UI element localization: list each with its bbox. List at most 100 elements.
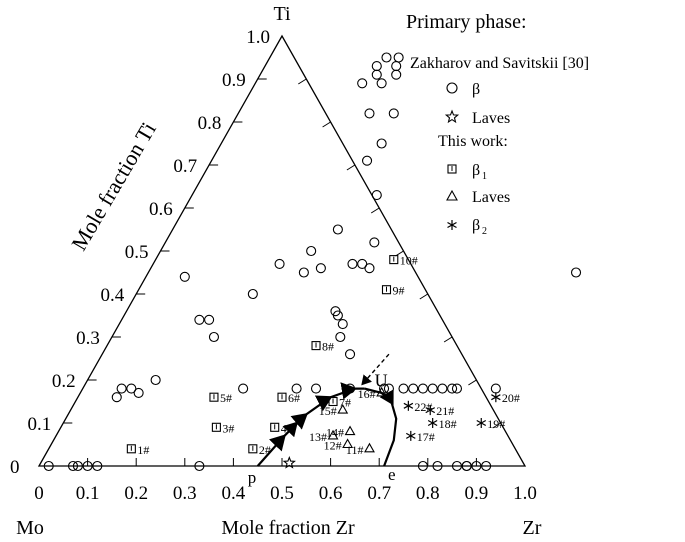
tick-right bbox=[468, 379, 477, 386]
beta2-point-label: 22# bbox=[414, 400, 432, 414]
laves-point bbox=[376, 386, 388, 397]
zakharov-beta-point bbox=[381, 52, 392, 63]
zakharov-beta-point bbox=[417, 383, 428, 394]
zakharov-beta-point bbox=[310, 383, 322, 394]
zakharov-beta-point bbox=[247, 288, 258, 300]
beta1-point bbox=[381, 285, 392, 295]
laves-point-label: 13# bbox=[309, 430, 327, 444]
zakharov-beta-point bbox=[150, 374, 161, 386]
zakharov-laves-point bbox=[282, 455, 296, 469]
zakharov-beta-point bbox=[344, 349, 356, 360]
zakharov-beta-point bbox=[371, 190, 382, 201]
zakharov-beta-point bbox=[204, 314, 215, 325]
legend-beta2-asterisk bbox=[447, 220, 457, 230]
legend-group2: This work: bbox=[438, 133, 508, 150]
beta2-point bbox=[427, 418, 438, 428]
zakharov-beta-point bbox=[388, 108, 399, 119]
zakharov-beta-point bbox=[447, 383, 458, 394]
laves-point bbox=[344, 425, 356, 436]
beta1-point-label: 6# bbox=[288, 391, 300, 405]
zakharov-beta-point bbox=[391, 69, 402, 80]
zakharov-beta-point bbox=[371, 61, 382, 72]
beta1-point bbox=[389, 255, 399, 265]
zakharov-beta-point bbox=[490, 383, 501, 394]
beta2-point bbox=[476, 418, 487, 428]
left-tick-label: 0.1 bbox=[28, 414, 52, 435]
zakharov-beta-point bbox=[208, 331, 220, 343]
zakharov-beta-point bbox=[298, 267, 309, 278]
beta2-point bbox=[491, 392, 501, 403]
left-tick-label: 0.9 bbox=[222, 70, 246, 91]
legend-beta1-marker bbox=[447, 164, 457, 174]
beta1-point bbox=[126, 444, 136, 454]
curve-p-to-u bbox=[256, 382, 365, 467]
beta2-point-label: 21# bbox=[436, 404, 454, 418]
bottom-tick-labels: 0 0.1 0.2 0.3 0.4 0.5 0.6 0.7 0.8 0.9 1.0 bbox=[34, 483, 537, 504]
tick-right bbox=[370, 207, 380, 214]
legend-group1: Zakharov and Savitskii [30] bbox=[410, 55, 589, 72]
beta2-point-label: 17# bbox=[417, 430, 435, 444]
zakharov-beta-point bbox=[82, 460, 93, 472]
bottom-tick-label: 0.5 bbox=[270, 483, 294, 504]
beta1-point-label: 1# bbox=[137, 443, 149, 457]
laves-point bbox=[337, 403, 349, 414]
zakharov-beta-point bbox=[357, 258, 368, 269]
beta1-point-label: 9# bbox=[392, 284, 404, 298]
laves-point-label: 15# bbox=[319, 404, 337, 418]
beta1-point bbox=[248, 444, 258, 454]
zakharov-beta-point bbox=[126, 383, 137, 394]
left-tick-label: 0.5 bbox=[125, 242, 149, 263]
bottom-tick-label: 0.1 bbox=[76, 483, 100, 504]
zakharov-beta-point bbox=[432, 460, 443, 472]
zakharov-beta-point bbox=[357, 78, 368, 89]
left-tick-label: 0.3 bbox=[76, 328, 100, 349]
zakharov-beta-point bbox=[369, 237, 380, 248]
point-label-p: p bbox=[248, 468, 257, 487]
zakharov-beta-point bbox=[471, 460, 482, 472]
zakharov-beta-point bbox=[67, 460, 79, 472]
beta2-point bbox=[403, 400, 414, 411]
left-tick-label: 0.4 bbox=[100, 285, 124, 306]
zakharov-beta-point bbox=[408, 383, 419, 394]
tick-right bbox=[443, 336, 453, 343]
laves-point-label: 11# bbox=[346, 443, 364, 457]
zakharov-beta-point bbox=[43, 460, 54, 472]
tick-right bbox=[346, 164, 356, 171]
beta1-points: 1# 2#3# 4#5# 6# 7#8#9#10# bbox=[126, 254, 418, 457]
beta1-point bbox=[209, 392, 219, 402]
beta1-point-label: 8# bbox=[322, 340, 334, 354]
curve-arrow-u-to-e bbox=[379, 389, 394, 406]
zakharov-beta-point bbox=[376, 78, 387, 89]
zakharov-beta-point bbox=[194, 314, 205, 325]
beta1-point bbox=[277, 392, 287, 402]
zakharov-laves-points bbox=[282, 455, 296, 469]
zakharov-beta-point bbox=[335, 331, 346, 343]
zakharov-beta-point bbox=[332, 310, 343, 321]
zakharov-beta-point bbox=[364, 108, 375, 119]
legend-beta-label: β bbox=[472, 81, 480, 98]
point-label-e: e bbox=[388, 465, 396, 484]
left-tick-label: 0 bbox=[10, 457, 20, 478]
curve-arrow-p-to-u bbox=[282, 421, 298, 438]
zakharov-beta-point bbox=[344, 383, 356, 394]
left-tick-label: 0.7 bbox=[173, 156, 197, 177]
point-label-u: U bbox=[375, 371, 388, 391]
zakharov-beta-point bbox=[376, 138, 387, 149]
laves-point bbox=[327, 429, 339, 440]
beta2-points: 17# 18# 19# 20# 21# 22# bbox=[403, 391, 520, 444]
beta1-point-label: 5# bbox=[220, 391, 232, 405]
legend-laves-triangle bbox=[446, 189, 458, 201]
zakharov-beta-point bbox=[437, 383, 448, 394]
zakharov-beta-point bbox=[111, 392, 122, 403]
beta2-point-label: 20# bbox=[502, 391, 520, 405]
zakharov-beta-points bbox=[43, 52, 582, 472]
bottom-tick-label: 0.6 bbox=[319, 483, 343, 504]
legend-heading: Primary phase: bbox=[406, 11, 527, 33]
zakharov-beta-point bbox=[315, 263, 326, 274]
zakharov-beta-point bbox=[393, 52, 404, 63]
corner-label-ti: Ti bbox=[273, 3, 291, 25]
legend-laves-label: Laves bbox=[472, 110, 510, 127]
legend-beta-marker bbox=[446, 82, 458, 94]
zakharov-beta-point bbox=[116, 383, 127, 394]
